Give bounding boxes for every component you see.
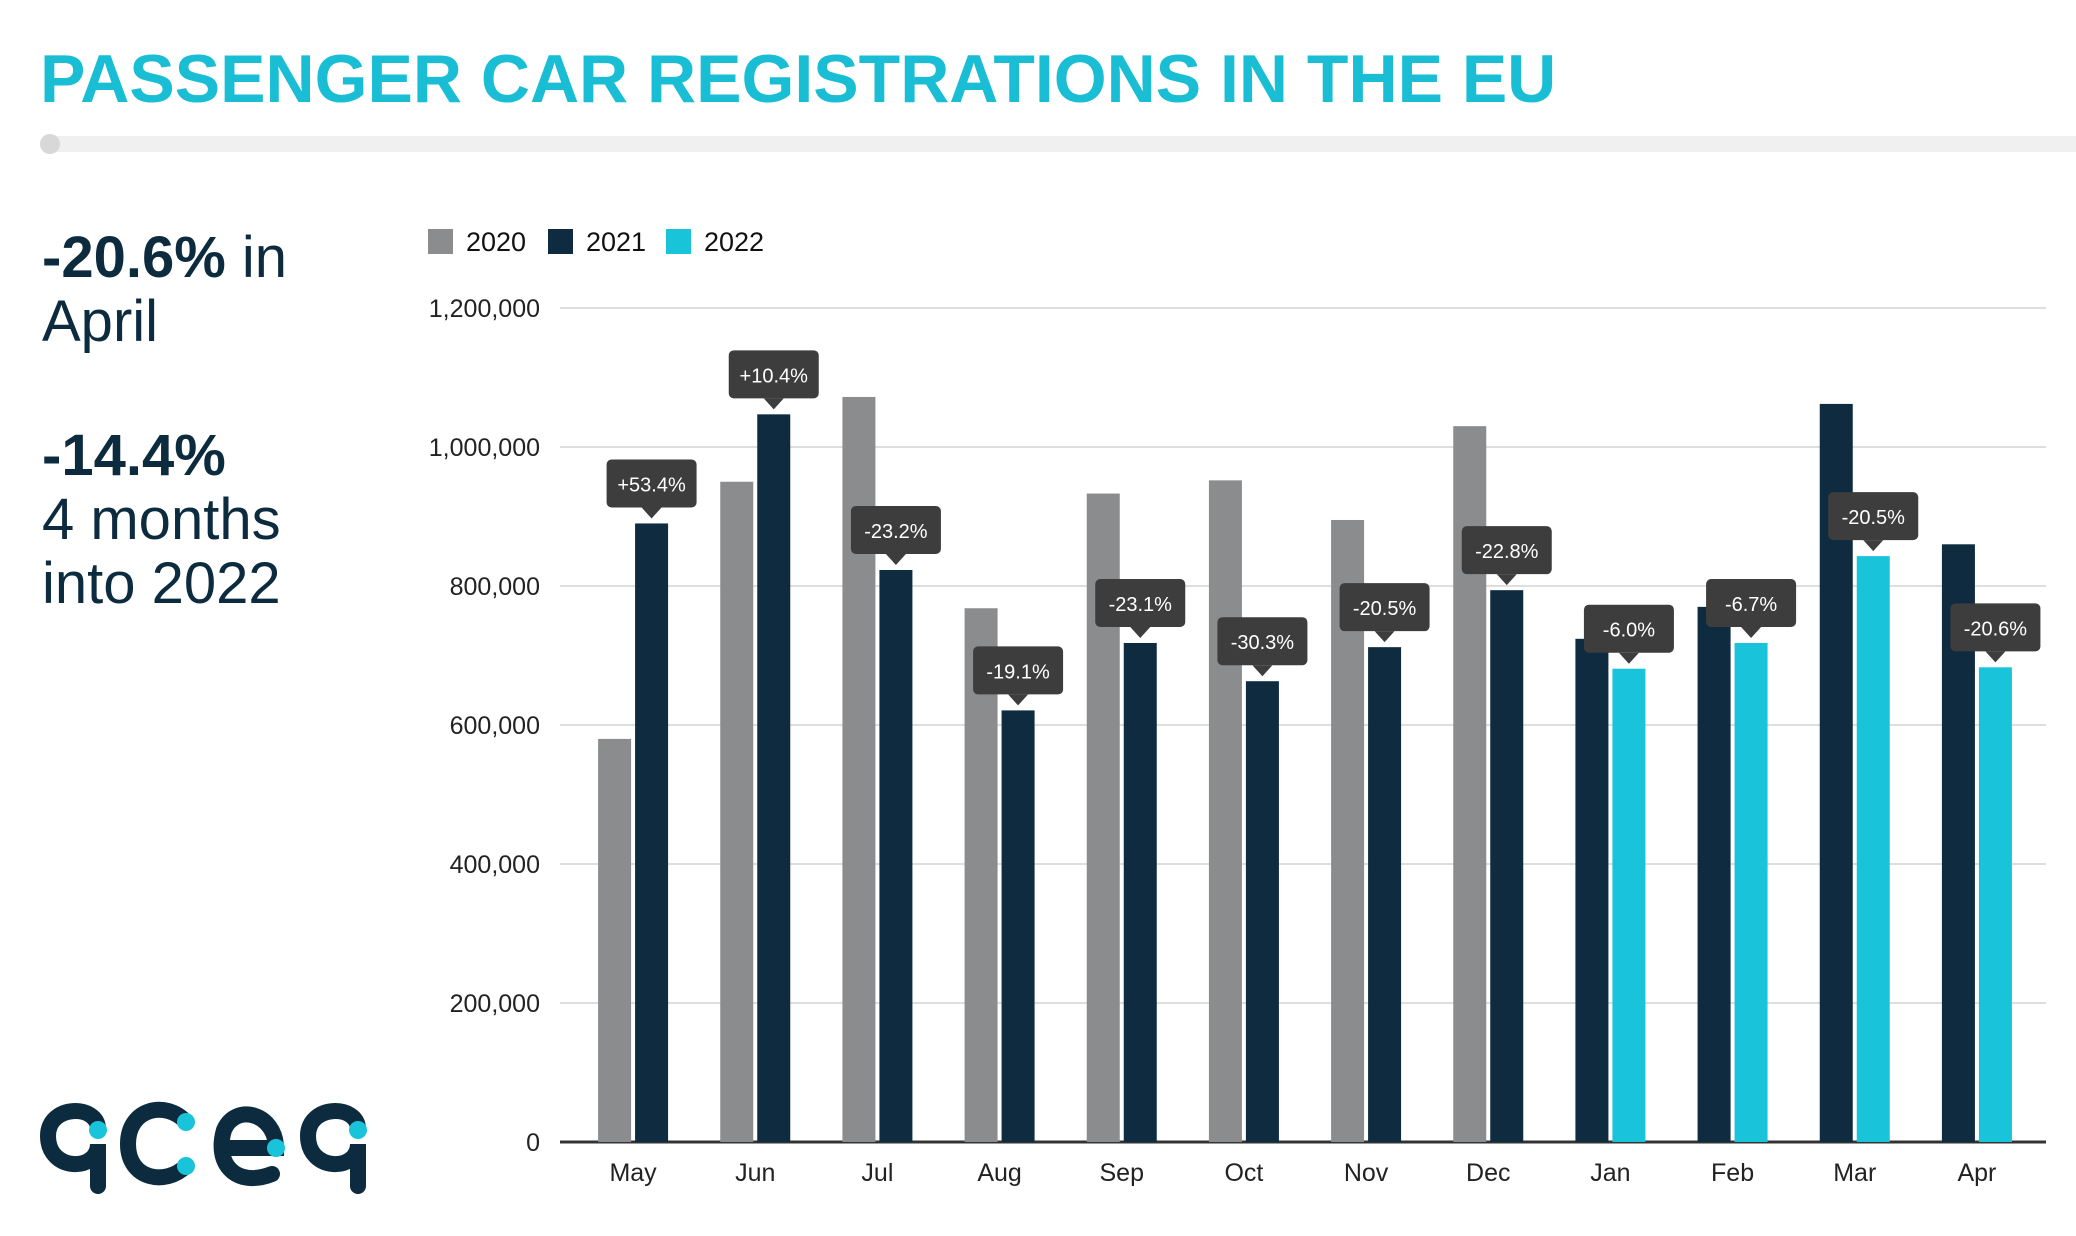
change-label: +10.4%: [740, 365, 809, 387]
change-label-pointer: [1618, 652, 1639, 664]
title-divider: [40, 136, 2076, 152]
bar-2021-oct: [1245, 681, 1279, 1142]
change-label-box: [1828, 492, 1919, 541]
divider-dot: [40, 134, 60, 154]
x-tick-label: Oct: [1224, 1159, 1263, 1187]
x-tick-label: Jul: [861, 1159, 893, 1187]
bar-2021-aug: [1001, 710, 1035, 1142]
change-label-box: [1095, 578, 1186, 627]
bar-2021-sep: [1123, 642, 1157, 1142]
bar-2021-jan: [1575, 638, 1609, 1142]
change-label-pointer: [1130, 626, 1151, 638]
change-label-pointer: [1008, 694, 1029, 706]
ytd-line1: 4 months: [42, 487, 281, 552]
bar-2022-mar: [1856, 556, 1890, 1142]
legend-swatch-2020: [428, 229, 453, 254]
change-label-pointer: [1863, 540, 1884, 552]
change-label-pointer: [1985, 651, 2006, 663]
x-tick-label: Nov: [1344, 1159, 1389, 1187]
legend-label-2022: 2022: [704, 227, 764, 257]
ytd-line2: into 2022: [42, 551, 281, 616]
ytd-stat: -14.4% 4 months into 2022: [42, 424, 281, 616]
x-tick-label: Dec: [1466, 1159, 1510, 1187]
april-change-suffix: in: [225, 225, 288, 290]
x-tick-label: Apr: [1957, 1159, 1996, 1187]
bar-2020-jun: [720, 481, 754, 1142]
y-tick-label: 0: [526, 1129, 540, 1157]
change-label-box: [1706, 578, 1797, 627]
y-tick-label: 400,000: [450, 851, 540, 879]
x-tick-label: Feb: [1711, 1159, 1754, 1187]
y-tick-label: 1,200,000: [429, 295, 540, 323]
chart-title: PASSENGER CAR REGISTRATIONS IN THE EU: [40, 41, 1557, 117]
bar-2020-may: [598, 738, 632, 1142]
change-label-box: [850, 506, 941, 555]
bar-2022-feb: [1734, 642, 1768, 1142]
change-label: -23.2%: [864, 521, 928, 543]
bar-2021-feb: [1697, 606, 1731, 1142]
bar-2022-apr: [1978, 667, 2012, 1142]
bar-2021-nov: [1368, 647, 1402, 1142]
change-label-pointer: [885, 554, 906, 566]
y-tick-label: 200,000: [450, 990, 540, 1018]
april-stat: -20.6% in April: [42, 226, 287, 354]
ytd-change-value: -14.4%: [42, 423, 226, 488]
bar-2021-jun: [757, 414, 791, 1143]
change-label-pointer: [1252, 665, 1273, 677]
y-tick-label: 600,000: [450, 712, 540, 740]
y-tick-label: 1,000,000: [429, 434, 540, 462]
change-label: -20.5%: [1842, 507, 1906, 529]
april-label: April: [42, 289, 159, 354]
legend-label-2021: 2021: [586, 227, 646, 257]
bar-2020-aug: [964, 608, 998, 1142]
change-label: -20.6%: [1964, 618, 2028, 640]
change-label: -23.1%: [1109, 594, 1173, 616]
change-label-pointer: [763, 398, 784, 410]
change-label-box: [606, 459, 697, 508]
change-label: -6.0%: [1603, 620, 1655, 642]
legend-swatch-2021: [548, 229, 573, 254]
bar-2022-jan: [1612, 668, 1646, 1142]
change-label-box: [1217, 617, 1308, 666]
legend-swatch-2022: [666, 229, 691, 254]
legend-label-2020: 2020: [466, 227, 526, 257]
change-label: -22.8%: [1475, 541, 1539, 563]
change-label-box: [1583, 604, 1674, 653]
change-label: +53.4%: [617, 474, 686, 496]
x-tick-label: Jan: [1590, 1159, 1630, 1187]
bar-2020-oct: [1208, 480, 1242, 1142]
change-label-box: [1339, 583, 1430, 632]
change-label: -6.7%: [1725, 594, 1777, 616]
change-label: -30.3%: [1231, 632, 1295, 654]
x-tick-label: Mar: [1833, 1159, 1876, 1187]
x-tick-label: Sep: [1100, 1159, 1144, 1187]
bar-2021-jul: [879, 570, 913, 1142]
acea-logo: acea: [39, 1101, 367, 1194]
change-label-box: [1950, 603, 2041, 652]
change-label-pointer: [1496, 574, 1517, 586]
x-tick-label: May: [609, 1159, 657, 1187]
change-label-pointer: [641, 507, 662, 519]
x-tick-label: Jun: [735, 1159, 775, 1187]
april-change-value: -20.6%: [42, 225, 226, 290]
change-label-pointer: [1374, 631, 1395, 643]
change-label: -20.5%: [1353, 598, 1417, 620]
change-label-box: [1461, 526, 1552, 575]
bar-2021-dec: [1490, 590, 1524, 1142]
change-label-pointer: [1741, 626, 1762, 638]
bar-2021-may: [635, 523, 669, 1142]
y-tick-label: 800,000: [450, 573, 540, 601]
change-label: -19.1%: [986, 661, 1050, 683]
x-tick-label: Aug: [977, 1159, 1021, 1187]
change-label-box: [973, 646, 1064, 695]
change-label-box: [728, 350, 819, 399]
